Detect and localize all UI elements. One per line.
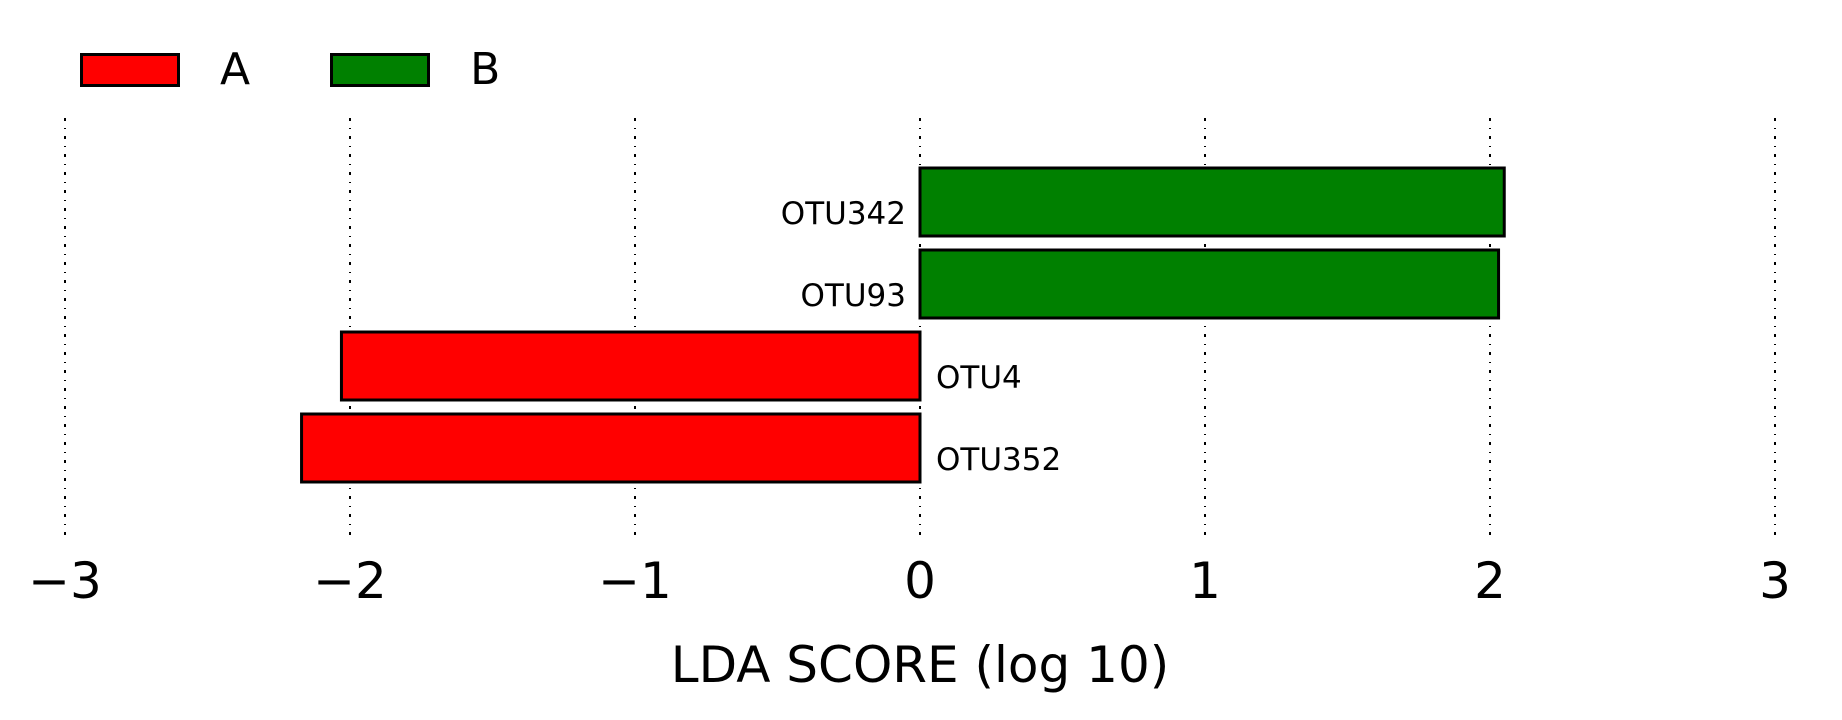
- legend-item-b: B: [330, 44, 500, 95]
- bar-label-otu93: OTU93: [801, 278, 906, 314]
- legend-swatch-a: [80, 52, 180, 87]
- bar-label-otu4: OTU4: [936, 360, 1022, 396]
- legend: A B: [80, 44, 580, 95]
- legend-item-a: A: [80, 44, 250, 95]
- bar-label-otu342: OTU342: [781, 196, 906, 232]
- x-tick-label: 1: [1189, 552, 1221, 610]
- x-axis-ticks: −3 −2 −1 0 1 2 3: [28, 552, 1791, 610]
- bar-labels: OTU342 OTU93 OTU4 OTU352: [781, 196, 1061, 478]
- bar-otu4: [339, 330, 922, 402]
- legend-label-b: B: [470, 44, 501, 95]
- x-axis-title: LDA SCORE (log 10): [671, 636, 1170, 694]
- x-tick-label: −3: [28, 552, 102, 610]
- bars: [300, 166, 1506, 484]
- x-tick-label: 0: [904, 552, 936, 610]
- bar-label-otu352: OTU352: [936, 442, 1061, 478]
- legend-label-a: A: [220, 44, 251, 95]
- bar-otu342: [918, 166, 1506, 238]
- bar-otu352: [300, 412, 922, 484]
- x-tick-label: 2: [1474, 552, 1506, 610]
- x-tick-label: −1: [598, 552, 672, 610]
- legend-swatch-b: [330, 52, 431, 87]
- x-tick-label: 3: [1759, 552, 1791, 610]
- x-tick-label: −2: [313, 552, 387, 610]
- bar-otu93: [918, 248, 1501, 320]
